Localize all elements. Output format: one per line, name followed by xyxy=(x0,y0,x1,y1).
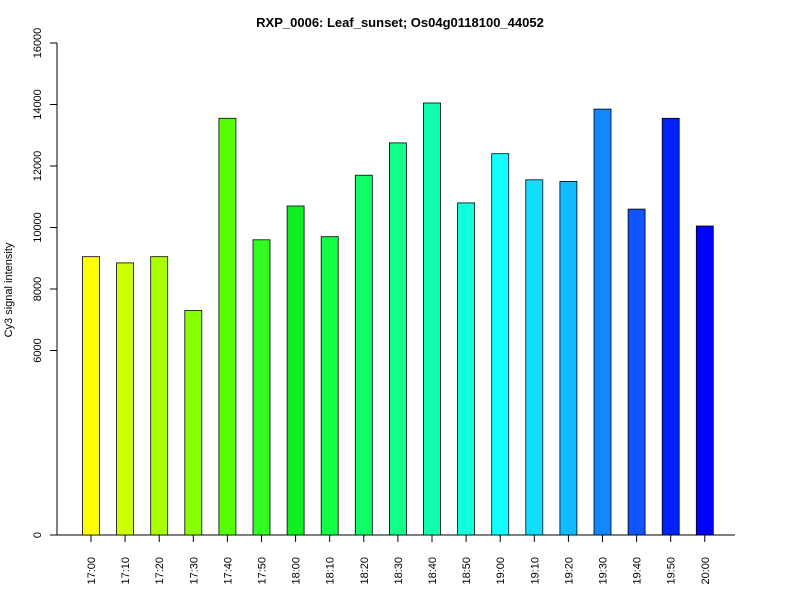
bar-1750 xyxy=(252,239,271,536)
bar-series xyxy=(82,102,714,536)
x-tick-label: 20:00 xyxy=(700,557,712,585)
y-tick-label: 16000 xyxy=(32,28,44,59)
bar-1810 xyxy=(320,236,339,536)
y-axis: 0 6000 8000 10000 12000 14000 16000 xyxy=(32,28,58,538)
x-tick-label: 17:50 xyxy=(257,557,269,585)
y-axis-label: Cy3 signal intensity xyxy=(3,242,15,337)
bar-1720 xyxy=(150,256,169,536)
x-tick-label: 18:20 xyxy=(359,557,371,585)
y-tick-label: 10000 xyxy=(32,212,44,243)
y-tick-label: 6000 xyxy=(32,338,44,362)
x-tick-label: 18:30 xyxy=(393,557,405,585)
x-axis: 17:00 17:10 17:20 17:30 17:40 17:50 18:00 18:10… xyxy=(57,534,735,585)
bar-1920 xyxy=(559,180,578,536)
bar-1850 xyxy=(457,202,476,536)
bar-1950 xyxy=(661,117,680,536)
x-tick-label: 19:00 xyxy=(495,557,507,585)
bar-1830 xyxy=(388,142,407,536)
bar-1730 xyxy=(184,310,203,536)
x-tick-label: 18:50 xyxy=(461,557,473,585)
bar-1710 xyxy=(116,262,134,536)
y-tick-label: 0 xyxy=(32,532,44,538)
bar-1900 xyxy=(491,153,510,536)
x-tick-label: 19:40 xyxy=(632,557,644,585)
x-tick-label: 17:30 xyxy=(188,557,200,585)
x-tick-label: 18:00 xyxy=(291,557,303,585)
x-tick-label: 19:20 xyxy=(563,557,575,585)
bar-1700 xyxy=(82,256,100,536)
bar-1930 xyxy=(593,108,612,536)
bar-1910 xyxy=(525,179,544,536)
x-tick-label: 17:10 xyxy=(120,557,132,585)
bar-2000 xyxy=(695,225,714,536)
x-tick-label: 18:40 xyxy=(427,557,439,585)
bar-1940 xyxy=(627,208,646,536)
x-tick-label: 19:30 xyxy=(598,557,610,585)
x-tick-label: 19:50 xyxy=(666,557,678,585)
x-tick-label: 17:00 xyxy=(86,557,98,585)
chart-title: RXP_0006: Leaf_sunset; Os04g0118100_4405… xyxy=(256,15,544,30)
bar-1740 xyxy=(218,117,237,536)
bar-1800 xyxy=(286,205,305,536)
x-tick-label: 17:40 xyxy=(222,557,234,585)
y-tick-label: 8000 xyxy=(32,277,44,301)
x-tick-label: 19:10 xyxy=(529,557,541,585)
y-tick-label: 14000 xyxy=(32,89,44,120)
x-tick-label: 18:10 xyxy=(325,557,337,585)
x-tick-label: 17:20 xyxy=(154,557,166,585)
bar-1840 xyxy=(423,102,441,536)
bar-1820 xyxy=(354,174,373,536)
y-tick-label: 12000 xyxy=(32,151,44,182)
